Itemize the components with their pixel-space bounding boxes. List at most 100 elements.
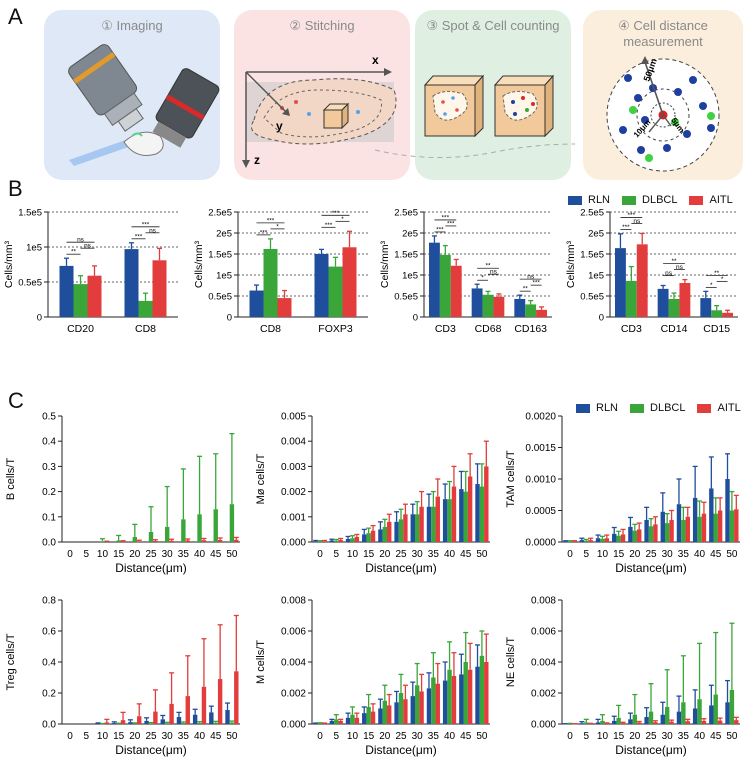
- axis-z-label: z: [254, 153, 260, 167]
- sig-label-b4-2-0: *: [710, 282, 713, 289]
- microscope-illustration: [68, 44, 220, 166]
- bar-c3-50-RLN: [725, 479, 730, 542]
- x-tick-label-c1-5: 25: [145, 549, 157, 560]
- y-axis-label-c4: Treg cells/T: [5, 633, 17, 690]
- x-tick-label-c2-9: 45: [460, 549, 472, 560]
- y-tick-label-b3-4: 2e5: [402, 229, 418, 240]
- bar-c4-20-RLN: [128, 722, 133, 724]
- x-tick-label-c4-9: 45: [210, 731, 222, 742]
- y-tick-label-c4-2: 0.4: [42, 658, 56, 669]
- y-tick-label-c1-5: 0.5: [42, 412, 56, 423]
- bar-c6-10-DLBCL: [600, 720, 605, 724]
- sig-label-b4-0-0: ***: [622, 224, 630, 231]
- bar-b4-CD14-RLN: [657, 288, 669, 317]
- x-tick-label-c4-8: 40: [194, 731, 206, 742]
- bar-c4-45-DLBCL: [213, 722, 218, 724]
- bar-c3-40-RLN: [692, 497, 698, 542]
- bar-c5-20-AITL: [387, 705, 392, 724]
- x-tick-label-c6-0: 0: [567, 731, 573, 742]
- bar-c5-50-AITL: [484, 662, 489, 724]
- sig-label-b3-2-1: ***: [532, 280, 540, 287]
- chart-c-treg-cells: 0.0 0.2 0.4 0.6 0.8 Treg cells/T 0 5 10 15 20 25 30 3…: [5, 596, 240, 757]
- chart-c-tam-cells: 0.0000 0.0005 0.0010 0.0015 0.0020 TAM cells/…: [505, 412, 740, 575]
- sig-label-b4-0-1: ns: [633, 218, 641, 225]
- y-tick-label-c3-1: 0.0005: [525, 506, 556, 517]
- imaging-card: ① Imaging: [44, 10, 220, 180]
- bar-c1-45-DLBCL: [213, 509, 218, 542]
- bar-c5-5-AITL: [338, 720, 343, 724]
- bar-c2-15-RLN: [362, 534, 367, 542]
- y-tick-label-b4-4: 2e5: [588, 229, 604, 240]
- bar-c2-0-DLBCL: [317, 541, 323, 542]
- bar-b3-CD68-AITL: [493, 296, 505, 317]
- bar-b1-CD8-DLBCL: [138, 300, 153, 317]
- legend-item-rln: RLN: [568, 194, 610, 206]
- legend-c-label-rln: RLN: [596, 402, 619, 414]
- y-tick-label-b1-2: 1e5: [26, 243, 42, 254]
- bar-c3-5-RLN: [579, 540, 585, 542]
- bar-c4-35-DLBCL: [181, 723, 186, 724]
- bar-c3-5-AITL: [588, 540, 593, 542]
- bar-c6-5-RLN: [579, 723, 585, 724]
- x-tick-label-c1-2: 10: [97, 549, 109, 560]
- bar-c4-45-AITL: [217, 679, 223, 724]
- counting-title: ③ Spot & Cell counting: [426, 18, 560, 33]
- legend-c-swatch-aitl: [697, 403, 712, 413]
- x-tick-label-b2-1: FOXP3: [318, 323, 353, 335]
- bar-c6-25-AITL: [653, 722, 658, 724]
- bar-c5-40-RLN: [442, 680, 448, 724]
- panel-letter-c: C: [8, 388, 24, 413]
- legend-c-swatch-rln: [576, 403, 590, 413]
- sig-label-b3-1-2: **: [485, 263, 491, 270]
- bar-c3-35-DLBCL: [681, 519, 686, 542]
- bar-c2-50-RLN: [475, 484, 480, 542]
- bar-c6-50-AITL: [734, 720, 739, 724]
- x-tick-label-c3-10: 50: [726, 549, 738, 560]
- distance-card: ④ Cell distance measurement 50μm 10μm 5μ…: [583, 10, 743, 180]
- x-axis-label-c1: Distance(μm): [115, 561, 187, 575]
- bar-c3-45-RLN: [709, 488, 714, 542]
- x-tick-label-c3-7: 35: [678, 549, 690, 560]
- legend-c-label-dlbcl: DLBCL: [650, 402, 686, 414]
- bar-c5-30-AITL: [419, 691, 424, 724]
- bar-c1-10-DLBCL: [100, 541, 105, 542]
- bar-c6-50-RLN: [725, 702, 730, 724]
- bar-c6-45-DLBCL: [713, 694, 718, 724]
- x-axis-label-c5: Distance(μm): [365, 743, 437, 757]
- bar-c5-30-RLN: [410, 696, 415, 724]
- chart-b-cd8-foxp3: 00.5e51e51.5e52e52.5e5Cells/mm³CD8******…: [193, 208, 368, 335]
- bar-c3-10-AITL: [604, 538, 610, 542]
- legend-c-item-rln: RLN: [576, 402, 618, 414]
- bar-b3-CD3-AITL: [450, 265, 462, 317]
- x-tick-label-b3-0: CD3: [435, 323, 456, 335]
- x-tick-label-c4-4: 20: [129, 731, 141, 742]
- bar-c2-5-RLN: [329, 540, 335, 542]
- y-tick-label-b1-1: 0.5e5: [18, 278, 42, 289]
- bar-b1-CD20-DLBCL: [73, 284, 88, 317]
- bar-c2-5-DLBCL: [334, 540, 339, 542]
- bar-c2-40-DLBCL: [447, 499, 452, 542]
- x-tick-label-c4-1: 5: [83, 731, 89, 742]
- y-tick-label-c2-3: 0.003: [281, 462, 306, 473]
- panel-letter-a: A: [8, 4, 23, 29]
- bar-c4-50-DLBCL: [229, 722, 235, 724]
- chart-b-cd3-cd68-cd163: 00.5e51e51.5e52e52.5e5Cells/mm³CD3******…: [379, 208, 552, 335]
- bar-c3-45-DLBCL: [713, 513, 718, 542]
- sig-label-b2-1-2: ***: [332, 210, 340, 217]
- bar-c3-15-RLN: [612, 533, 617, 542]
- bar-c3-20-RLN: [628, 526, 633, 542]
- x-tick-label-c3-1: 5: [583, 549, 589, 560]
- y-tick-label-c6-0: 0.000: [531, 720, 556, 731]
- legend-swatch-rln: [568, 195, 582, 205]
- bar-b2-FOXP3-AITL: [342, 247, 357, 317]
- y-axis-label-b1: Cells/mm³: [3, 240, 15, 288]
- counting-card: ③ Spot & Cell counting: [374, 10, 576, 180]
- bar-b2-FOXP3-RLN: [314, 254, 329, 317]
- bar-c3-0-RLN: [563, 541, 568, 542]
- bar-c6-30-DLBCL: [664, 706, 670, 724]
- bar-b3-CD163-DLBCL: [525, 304, 537, 317]
- x-tick-label-c4-2: 10: [97, 731, 109, 742]
- y-tick-label-c1-4: 0.4: [42, 437, 56, 448]
- x-tick-label-c3-6: 30: [662, 549, 674, 560]
- bar-c3-0-AITL: [572, 541, 577, 542]
